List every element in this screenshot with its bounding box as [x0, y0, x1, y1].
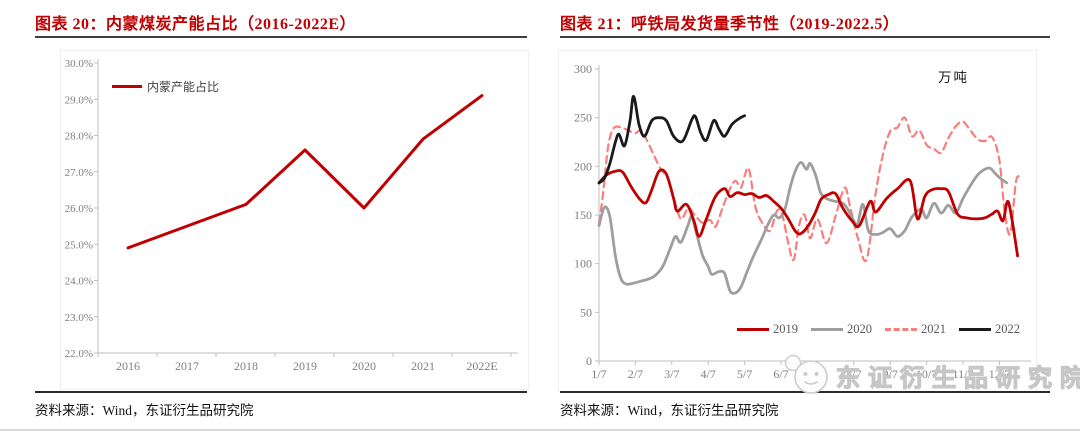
legend-line-2022-icon [959, 328, 991, 331]
chart20-canvas: 30.0% 29.0% 28.0% 27.0% 26.0% 25.0% 24.0% 23.0%… [65, 58, 518, 373]
legend-label-2020: 2020 [847, 322, 872, 336]
svg-text:29.0%: 29.0% [65, 94, 93, 106]
chart20-plot-area: 30.0% 29.0% 28.0% 27.0% 26.0% 25.0% 24.0% 23.0%… [60, 50, 529, 390]
legend-item-2021: 2021 [885, 322, 946, 337]
chart21-plot-area: 0 50 100 150 200 250 300 1/7 2/7 3/7 4/7 5/7 6/7 7/7 8… [558, 50, 1037, 392]
svg-text:24.0%: 24.0% [65, 276, 93, 288]
chart21-title-rule [560, 36, 1050, 38]
svg-text:2016: 2016 [116, 359, 140, 373]
chart20-legend-label: 内蒙产能占比 [147, 80, 220, 94]
svg-text:200: 200 [574, 159, 592, 173]
chart21-source-rule [560, 391, 1050, 393]
chart20-title-rule [35, 36, 527, 38]
svg-text:10/7: 10/7 [916, 367, 937, 381]
legend-label-2021: 2021 [921, 322, 946, 336]
svg-text:4/7: 4/7 [701, 367, 716, 381]
page-bottom-edge [0, 429, 1080, 431]
chart21-source: 资料来源：Wind，东证衍生品研究院 [560, 403, 779, 418]
svg-text:28.0%: 28.0% [65, 131, 93, 143]
chart21-canvas: 0 50 100 150 200 250 300 1/7 2/7 3/7 4/7 5/7 6/7 7/7 8… [574, 62, 1031, 381]
svg-text:11/7: 11/7 [953, 367, 974, 381]
svg-text:27.0%: 27.0% [65, 167, 93, 179]
svg-text:7/7: 7/7 [810, 367, 825, 381]
legend-line-2020-icon [811, 328, 843, 331]
chart21-title: 图表 21：呼铁局发货量季节性（2019-2022.5） [560, 16, 900, 33]
legend-item-2019: 2019 [737, 322, 798, 337]
svg-text:2021: 2021 [411, 359, 435, 373]
svg-text:0: 0 [586, 354, 592, 368]
legend-item-2020: 2020 [811, 322, 872, 337]
svg-text:250: 250 [574, 111, 592, 125]
svg-text:3/7: 3/7 [664, 367, 679, 381]
chart20-title: 图表 20：内蒙煤炭产能占比（2016-2022E） [35, 16, 357, 33]
svg-text:12/7: 12/7 [989, 367, 1010, 381]
svg-text:2022E: 2022E [466, 359, 497, 373]
chart21-unit-label: 万吨 [938, 70, 969, 85]
svg-text:25.0%: 25.0% [65, 239, 93, 251]
chart20-legend: 内蒙产能占比 [112, 78, 219, 95]
chart21-legend: 2019 2020 2021 2022 [737, 322, 1020, 337]
svg-text:22.0%: 22.0% [65, 348, 93, 360]
svg-text:2017: 2017 [175, 359, 199, 373]
svg-text:8/7: 8/7 [846, 367, 861, 381]
svg-text:1/7: 1/7 [591, 367, 606, 381]
svg-text:100: 100 [574, 257, 592, 271]
legend-line-2019-icon [737, 328, 769, 331]
svg-text:26.0%: 26.0% [65, 203, 93, 215]
chart20-source-rule [35, 391, 527, 393]
svg-text:2018: 2018 [234, 359, 258, 373]
svg-text:6/7: 6/7 [773, 367, 788, 381]
legend-dashed-2021-icon [885, 328, 917, 331]
svg-text:50: 50 [580, 305, 592, 319]
svg-text:2020: 2020 [352, 359, 376, 373]
svg-text:2/7: 2/7 [628, 367, 643, 381]
svg-text:23.0%: 23.0% [65, 312, 93, 324]
chart20-source: 资料来源：Wind，东证衍生品研究院 [35, 403, 254, 418]
legend-item-2022: 2022 [959, 322, 1020, 337]
legend-label-2022: 2022 [995, 322, 1020, 336]
svg-text:30.0%: 30.0% [65, 58, 93, 70]
legend-label-2019: 2019 [773, 322, 798, 336]
svg-text:2019: 2019 [293, 359, 317, 373]
svg-text:5/7: 5/7 [737, 367, 752, 381]
svg-text:300: 300 [574, 62, 592, 76]
svg-text:9/7: 9/7 [883, 367, 898, 381]
legend-line-red-icon [112, 85, 142, 88]
svg-text:150: 150 [574, 208, 592, 222]
